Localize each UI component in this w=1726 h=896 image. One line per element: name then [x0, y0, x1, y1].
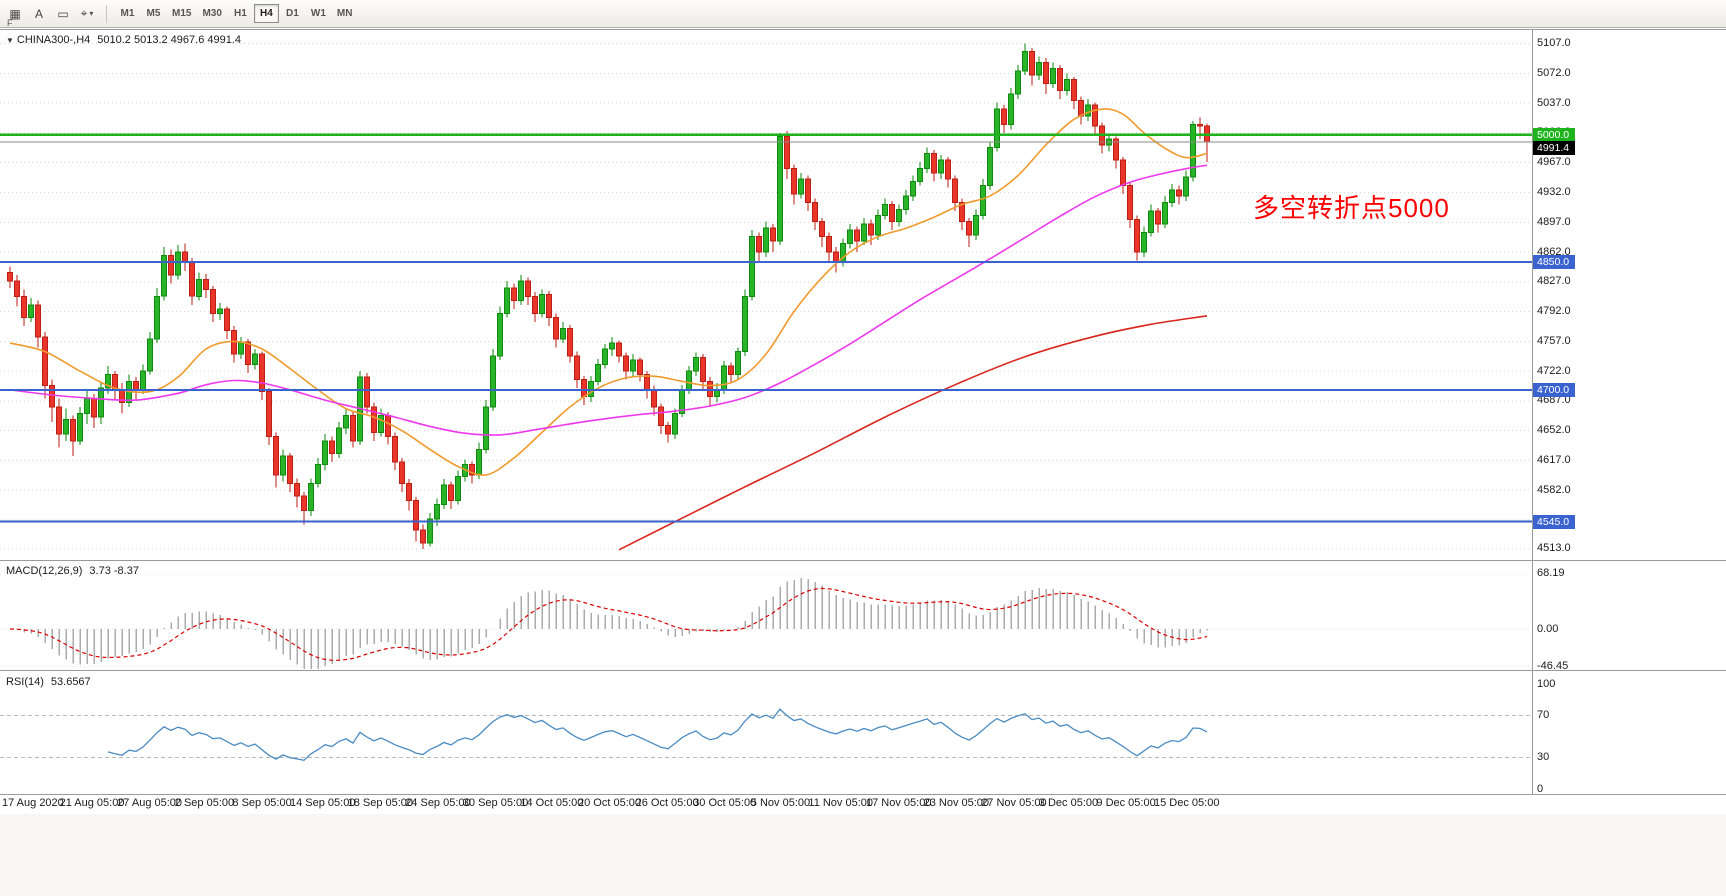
- crosshair-icon: ⌖: [80, 6, 88, 20]
- price-axis-label: 4897.0: [1537, 215, 1571, 228]
- time-axis[interactable]: 17 Aug 2020 21 Aug 05:00 27 Aug 05:00 2 Sep…: [0, 797, 1726, 813]
- time-label: 17 Aug 2020: [2, 797, 64, 809]
- time-label: 5 Nov 05:00: [750, 797, 811, 809]
- timeframe-m5[interactable]: M5: [141, 4, 166, 23]
- rsi-axis-label: 70: [1537, 709, 1550, 721]
- price-axis-label: 5072.0: [1537, 66, 1571, 79]
- time-label: 26 Oct 05:00: [635, 797, 699, 809]
- time-label: 14 Sep 05:00: [290, 797, 356, 809]
- time-label: 27 Aug 05:00: [117, 797, 183, 809]
- price-axis-label: 4617.0: [1537, 453, 1571, 466]
- time-label: 8 Sep 05:00: [232, 797, 292, 809]
- time-label: 3 Dec 05:00: [1038, 797, 1099, 809]
- timeframe-m15[interactable]: M15: [167, 4, 196, 23]
- price-axis-label: 4862.0: [1537, 245, 1571, 258]
- crosshair-tool-button[interactable]: ⌖ ▾: [76, 3, 98, 25]
- price-axis-label: 4722.0: [1537, 364, 1571, 377]
- price-axis-label: 4967.0: [1537, 156, 1571, 169]
- macd-axis-label: -46.45: [1537, 659, 1569, 672]
- time-label: 2 Sep 05:00: [174, 797, 235, 809]
- price-axis-label: 4792.0: [1537, 305, 1571, 318]
- price-axis-label: 4827.0: [1537, 275, 1571, 288]
- symbol-dropdown-icon[interactable]: ▼: [6, 36, 14, 45]
- time-label: 30 Oct 05:00: [693, 797, 757, 809]
- macd-label: MACD(12,26,9): [6, 565, 83, 577]
- caret-down-icon: ▾: [89, 9, 94, 18]
- symbol-title: ▼ CHINA300-,H4 5010.2 5013.2 4967.6 4991.4: [6, 34, 241, 46]
- price-axis-label: 4757.0: [1537, 334, 1571, 347]
- price-axis-label: 4932.0: [1537, 185, 1571, 198]
- hline-badge: 4700.0: [1533, 382, 1575, 397]
- current-price-badge: 4991.4: [1533, 140, 1575, 155]
- rsi-axis-label: 0: [1537, 782, 1544, 795]
- hline-badge: 4850.0: [1533, 255, 1575, 270]
- macd-axis-label: 0.00: [1537, 622, 1559, 635]
- chart-grid-icon[interactable]: ▦: [4, 3, 26, 25]
- toolbar: ▦ A ▭ ⌖ ▾ M1 M5 M15 M30 H1 H4 D1 W1 MN: [0, 0, 1726, 28]
- annotation-text[interactable]: 多空转折点5000: [1253, 193, 1450, 223]
- price-axis-label: 4513.0: [1537, 542, 1571, 555]
- time-label: 20 Oct 05:00: [578, 797, 641, 809]
- timeframe-toolbar: M1 M5 M15 M30 H1 H4 D1 W1 MN: [115, 4, 357, 23]
- timeframe-m30[interactable]: M30: [197, 4, 226, 23]
- rsi-label: RSI(14): [6, 676, 44, 688]
- pane-separator-macd[interactable]: [0, 558, 1726, 563]
- toolbar-separator: [106, 4, 107, 23]
- time-label: 17 Nov 05:00: [866, 797, 932, 809]
- macd-axis-label: 68.19: [1537, 567, 1565, 580]
- time-label: 24 Sep 05:00: [405, 797, 471, 809]
- timeframe-m1[interactable]: M1: [115, 4, 140, 23]
- ohlc-values: 5010.2 5013.2 4967.6 4991.4: [97, 34, 242, 46]
- price-axis-label: 5037.0: [1537, 96, 1571, 109]
- symbol-period-label: CHINA300-,H4: [16, 34, 91, 46]
- time-label: 15 Dec 05:00: [1154, 797, 1220, 809]
- timeframe-h4[interactable]: H4: [253, 4, 279, 23]
- timeframe-w1[interactable]: W1: [306, 4, 331, 23]
- price-axis[interactable]: 5107.05072.05037.05002.04967.04932.04897…: [1533, 30, 1726, 794]
- rectangle-tool-icon[interactable]: ▭: [52, 3, 74, 25]
- time-label: 11 Nov 05:00: [808, 797, 874, 809]
- price-axis-label: 4687.0: [1537, 394, 1571, 407]
- time-label: 14 Oct 05:00: [520, 797, 584, 809]
- price-axis-label: 4652.0: [1537, 424, 1571, 437]
- hline-badge: 4545.0: [1533, 514, 1575, 529]
- pane-separator-rsi[interactable]: [0, 668, 1726, 673]
- time-label: 27 Nov 05:00: [981, 797, 1047, 809]
- price-axis-label: 5107.0: [1537, 37, 1571, 50]
- price-axis-label: 4582.0: [1537, 483, 1571, 496]
- timeframe-mn[interactable]: MN: [332, 4, 358, 23]
- macd-values: 3.73 -8.37: [89, 565, 139, 577]
- rsi-axis-label: 100: [1537, 677, 1556, 690]
- corner-label-f: F: [7, 18, 13, 28]
- time-label: 30 Sep 05:00: [462, 797, 529, 809]
- hline-badge: 5000.0: [1533, 127, 1575, 142]
- macd-title: MACD(12,26,9) 3.73 -8.37: [6, 565, 139, 577]
- time-label: 23 Nov 05:00: [923, 797, 990, 809]
- rsi-title: RSI(14) 53.6567: [6, 676, 91, 688]
- rsi-axis-label: 30: [1537, 751, 1550, 763]
- time-label: 9 Dec 05:00: [1096, 797, 1156, 809]
- timeframe-d1[interactable]: D1: [280, 4, 305, 23]
- text-tool-icon[interactable]: A: [28, 3, 50, 25]
- rsi-value: 53.6567: [50, 676, 91, 688]
- timeframe-h1[interactable]: H1: [228, 4, 253, 23]
- time-label: 18 Sep 05:00: [347, 797, 414, 809]
- time-label: 21 Aug 05:00: [59, 797, 125, 809]
